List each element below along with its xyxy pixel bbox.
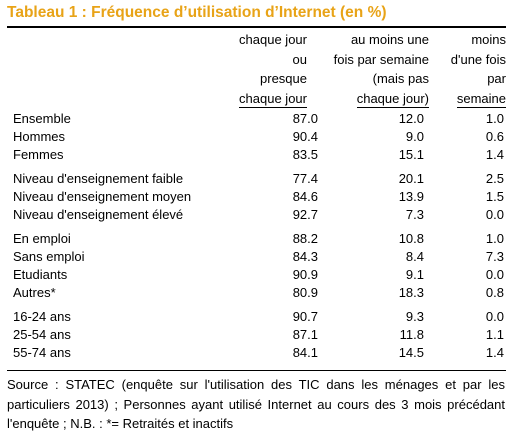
value-weekly: 7.3	[405, 207, 424, 222]
value-weekly: 12.0	[398, 111, 424, 126]
table-row: Ensemble 87.0 12.0 1.0	[13, 110, 507, 128]
row-label: Autres*	[13, 285, 56, 300]
source-note: Source : STATEC (enquête sur l'utilisati…	[7, 377, 505, 431]
value-less-weekly: 0.6	[485, 129, 504, 144]
table-row: Hommes 90.4 9.0 0.6	[13, 128, 507, 146]
value-less-weekly: 1.4	[485, 147, 504, 162]
header-line: presque	[260, 71, 307, 86]
value-weekly: 10.8	[398, 231, 424, 246]
header-line: moins	[471, 32, 506, 47]
value-weekly: 9.1	[405, 267, 424, 282]
row-label: Niveau d'enseignement moyen	[13, 189, 192, 204]
value-less-weekly: 1.1	[485, 327, 504, 342]
header-line: au moins une	[350, 32, 429, 47]
value-less-weekly: 0.0	[485, 207, 504, 222]
row-label: Niveau d'enseignement élevé	[13, 207, 184, 222]
header-line: d'une fois	[450, 51, 506, 67]
header-line: (mais pas	[372, 71, 429, 86]
value-daily: 90.7	[292, 309, 318, 324]
row-label: Ensemble	[13, 111, 71, 126]
value-weekly: 13.9	[398, 189, 424, 204]
table-title: Tableau 1 : Fréquence d’utilisation d’In…	[7, 4, 387, 21]
value-less-weekly: 7.3	[485, 249, 504, 264]
table-row: Autres* 80.9 18.3 0.8	[13, 284, 507, 302]
value-daily: 83.5	[292, 147, 318, 162]
table-row: 16-24 ans 90.7 9.3 0.0	[13, 308, 507, 326]
row-label: Sans emploi	[13, 249, 85, 264]
value-daily: 87.0	[292, 111, 318, 126]
header-line: ou	[292, 51, 307, 67]
header-col-less-than-weekly: moins d'une fois par semaine	[451, 30, 506, 108]
value-daily: 84.3	[292, 249, 318, 264]
value-weekly: 14.5	[398, 345, 424, 360]
value-less-weekly: 1.4	[485, 345, 504, 360]
row-label: Etudiants	[13, 267, 68, 282]
row-label: Hommes	[13, 129, 66, 144]
value-weekly: 9.3	[405, 309, 424, 324]
table-row: Etudiants 90.9 9.1 0.0	[13, 266, 507, 284]
table-row: Niveau d'enseignement moyen 84.6 13.9 1.…	[13, 188, 507, 206]
row-label: 25-54 ans	[13, 327, 71, 342]
header-line: chaque jour	[239, 32, 307, 47]
value-daily: 87.1	[292, 327, 318, 342]
value-daily: 77.4	[292, 171, 318, 186]
top-rule	[7, 26, 506, 28]
value-daily: 90.9	[292, 267, 318, 282]
table-row: Femmes 83.5 15.1 1.4	[13, 146, 507, 164]
value-less-weekly: 2.5	[485, 171, 504, 186]
value-daily: 88.2	[292, 231, 318, 246]
row-label: Femmes	[13, 147, 64, 162]
header-line: semaine	[456, 90, 506, 108]
row-label: Niveau d'enseignement faible	[13, 171, 184, 186]
header-line: chaque jour	[239, 90, 307, 108]
table-row: 25-54 ans 87.1 11.8 1.1	[13, 326, 507, 344]
value-daily: 92.7	[292, 207, 318, 222]
header-line: chaque jour)	[356, 90, 429, 108]
header-line: par	[487, 71, 506, 86]
row-label: 55-74 ans	[13, 345, 71, 360]
table-row: 55-74 ans 84.1 14.5 1.4	[13, 344, 507, 362]
value-weekly: 18.3	[398, 285, 424, 300]
bottom-rule	[7, 370, 506, 371]
value-less-weekly: 1.0	[485, 111, 504, 126]
value-weekly: 15.1	[398, 147, 424, 162]
value-daily: 84.6	[292, 189, 318, 204]
value-less-weekly: 0.0	[485, 267, 504, 282]
table-row: En emploi 88.2 10.8 1.0	[13, 230, 507, 248]
header-col-daily: chaque jour ou presque chaque jour	[239, 30, 307, 108]
value-less-weekly: 1.5	[485, 189, 504, 204]
row-label: 16-24 ans	[13, 309, 71, 324]
value-less-weekly: 0.8	[485, 285, 504, 300]
value-weekly: 8.4	[405, 249, 424, 264]
value-daily: 84.1	[292, 345, 318, 360]
table-row: Sans emploi 84.3 8.4 7.3	[13, 248, 507, 266]
value-weekly: 11.8	[399, 327, 424, 342]
value-daily: 90.4	[292, 129, 318, 144]
header-line: fois par semaine	[333, 51, 429, 67]
value-daily: 80.9	[292, 285, 318, 300]
value-less-weekly: 0.0	[485, 309, 504, 324]
row-label: En emploi	[13, 231, 71, 246]
table-row: Niveau d'enseignement faible 77.4 20.1 2…	[13, 170, 507, 188]
value-less-weekly: 1.0	[485, 231, 504, 246]
header-col-weekly: au moins une fois par semaine (mais pas …	[334, 30, 429, 108]
value-weekly: 20.1	[398, 171, 424, 186]
table-row: Niveau d'enseignement élevé 92.7 7.3 0.0	[13, 206, 507, 224]
value-weekly: 9.0	[405, 129, 424, 144]
